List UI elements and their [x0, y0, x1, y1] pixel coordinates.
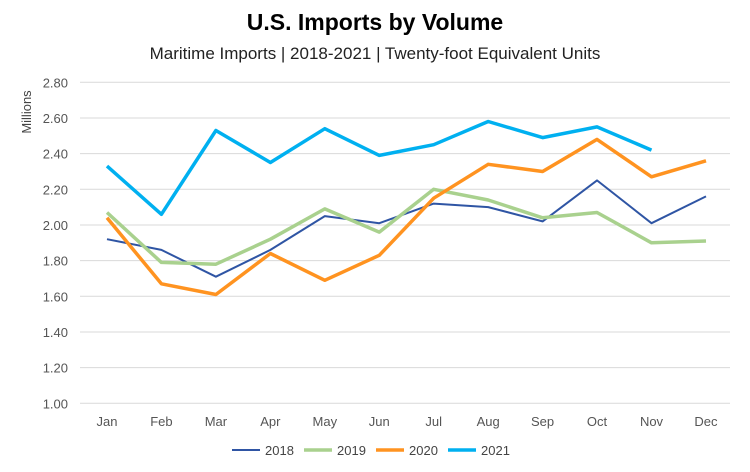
y-tick-label: 2.60: [43, 111, 68, 126]
x-tick-label: Aug: [477, 414, 500, 429]
legend-label-2019: 2019: [337, 443, 366, 458]
x-tick-label: May: [313, 414, 338, 429]
x-tick-label: Apr: [260, 414, 281, 429]
x-tick-label: Jun: [369, 414, 390, 429]
series-line-2019: [105, 187, 707, 266]
series-line-2018: [106, 179, 707, 278]
y-axis-label: Millions: [19, 90, 34, 134]
legend-label-2021: 2021: [481, 443, 510, 458]
y-tick-label: 2.20: [43, 182, 68, 197]
chart-title: U.S. Imports by Volume: [247, 9, 503, 35]
x-tick-label: Dec: [694, 414, 718, 429]
y-tick-label: 2.80: [43, 75, 68, 90]
x-tick-label: Sep: [531, 414, 554, 429]
series-line-2020: [105, 137, 707, 297]
legend-label-2020: 2020: [409, 443, 438, 458]
x-tick-label: Nov: [640, 414, 664, 429]
x-tick-label: Oct: [587, 414, 608, 429]
y-tick-label: 1.40: [43, 325, 68, 340]
legend-label-2018: 2018: [265, 443, 294, 458]
x-tick-label: Feb: [150, 414, 172, 429]
y-tick-label: 2.40: [43, 147, 68, 162]
y-tick-label: 1.60: [43, 289, 68, 304]
y-tick-label: 1.80: [43, 254, 68, 269]
y-tick-label: 1.00: [43, 396, 68, 411]
x-tick-label: Jan: [97, 414, 118, 429]
x-tick-label: Jul: [425, 414, 442, 429]
x-tick-label: Mar: [205, 414, 228, 429]
y-tick-label: 1.20: [43, 361, 68, 376]
chart-subtitle: Maritime Imports | 2018-2021 | Twenty-fo…: [150, 44, 601, 63]
y-tick-label: 2.00: [43, 218, 68, 233]
